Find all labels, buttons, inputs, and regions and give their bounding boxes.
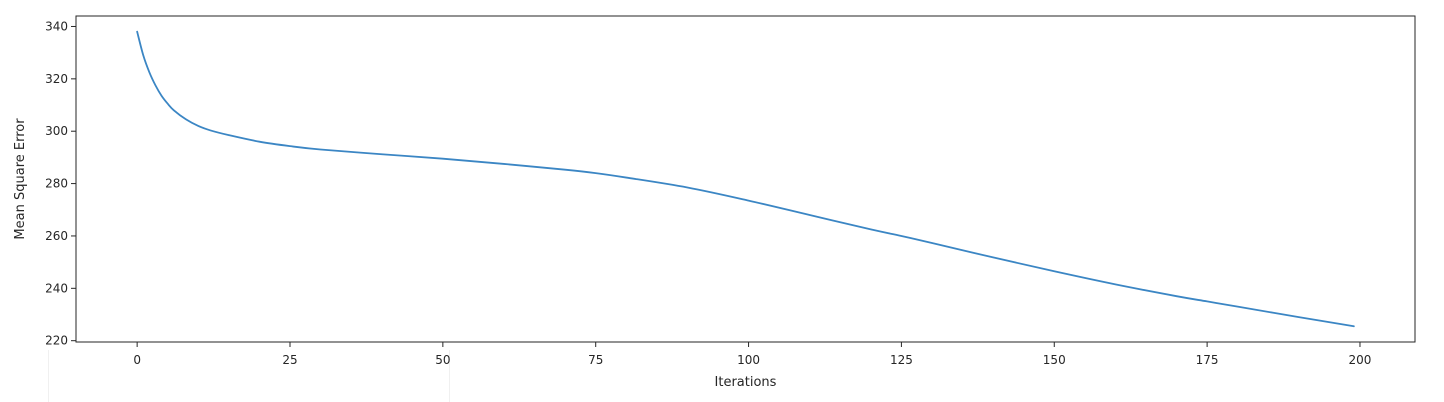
y-tick-label: 280	[45, 177, 68, 191]
plot-frame	[75, 15, 1416, 343]
x-tick-label: 175	[1196, 353, 1219, 367]
x-tick-label: 50	[435, 353, 450, 367]
x-tick-label: 200	[1349, 353, 1372, 367]
x-tick-label: 25	[282, 353, 297, 367]
series-line	[136, 30, 1355, 328]
series-layer	[136, 30, 1355, 328]
y-tick-label: 300	[45, 124, 68, 138]
x-axis: 0 25 50 75 100 125 150 175 200	[133, 342, 1371, 367]
y-tick-label: 340	[45, 19, 68, 33]
y-tick-label: 240	[45, 281, 68, 295]
y-axis-title: Mean Square Error	[13, 118, 28, 240]
x-tick-label: 150	[1043, 353, 1066, 367]
x-tick-label: 125	[890, 353, 913, 367]
x-tick-label: 0	[133, 353, 141, 367]
y-tick-label: 320	[45, 72, 68, 86]
y-tick-label: 220	[45, 334, 68, 348]
background-panel	[48, 350, 450, 402]
y-axis: 220 240 260 280 300 320 340	[45, 19, 76, 348]
x-tick-label: 75	[588, 353, 603, 367]
y-tick-label: 260	[45, 229, 68, 243]
plot-area	[75, 15, 1416, 343]
x-tick-label: 100	[737, 353, 760, 367]
x-axis-title: Iterations	[715, 375, 777, 390]
